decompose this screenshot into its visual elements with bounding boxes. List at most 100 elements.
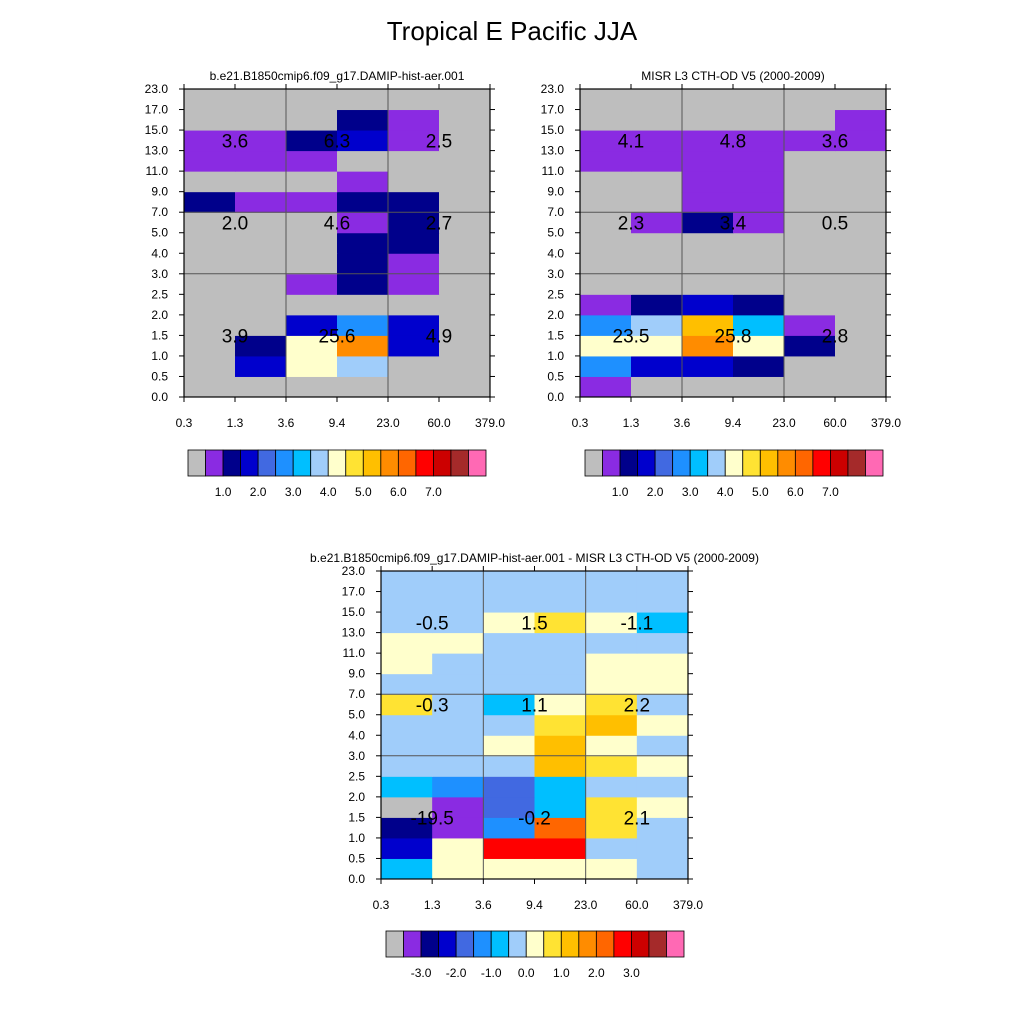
y-tick-label: 17.0 [342, 585, 366, 599]
colorbar-box [794, 449, 814, 477]
colorbar-label: 7.0 [425, 485, 442, 499]
colorbar-box [292, 449, 312, 477]
heatmap-cell [235, 89, 287, 111]
heatmap-cell [580, 355, 632, 377]
heatmap-cell [835, 109, 887, 131]
heatmap-cell [388, 150, 440, 172]
heatmap-cell [585, 755, 638, 777]
heatmap-cell [483, 837, 535, 859]
colorbar-box [187, 449, 206, 477]
heatmap-cell [184, 212, 236, 234]
colorbar-box [468, 449, 487, 477]
heatmap-cell [381, 571, 433, 593]
panel-title: MISR L3 CTH-OD V5 (2000-2009) [641, 69, 824, 83]
value-label: -0.5 [416, 613, 449, 634]
heatmap-cell [337, 376, 389, 398]
heatmap-cell [483, 673, 535, 695]
y-tick-label: 9.0 [547, 185, 564, 199]
colorbar-box [420, 930, 439, 958]
colorbar-box [672, 449, 691, 477]
heatmap-cell [534, 837, 587, 859]
colorbar-box [275, 449, 294, 477]
x-tick-label: 1.3 [424, 898, 441, 912]
heatmap-cell [682, 212, 734, 234]
heatmap-cell [184, 314, 236, 336]
value-label: 2.7 [426, 213, 452, 234]
heatmap-cell [337, 355, 389, 377]
colorbar-label: 1.0 [215, 485, 232, 499]
y-tick-label: 1.0 [348, 831, 365, 845]
heatmap-cell [432, 714, 484, 736]
heatmap-cell [682, 109, 734, 131]
heatmap-cell [580, 232, 632, 254]
colorbar-box [490, 930, 510, 958]
value-label: 25.6 [319, 326, 356, 347]
heatmap-cell [631, 130, 683, 152]
heatmap-cell [235, 335, 287, 357]
heatmap-cell [733, 253, 785, 275]
heatmap-cell [184, 109, 236, 131]
heatmap-cell [682, 150, 734, 172]
value-label: 3.6 [222, 131, 248, 152]
heatmap-cell [432, 612, 484, 634]
heatmap-cell [432, 653, 484, 675]
heatmap-cell [483, 755, 535, 777]
colorbar: 1.0 2.0 3.0 4.0 5.0 6.0 7.0 [187, 449, 487, 499]
colorbar-label: 4.0 [717, 485, 734, 499]
heatmap-cell [585, 858, 638, 880]
heatmap-cell [784, 109, 836, 131]
heatmap-cell [733, 376, 785, 398]
heatmap-cell [682, 376, 734, 398]
heatmap-cell [439, 109, 491, 131]
colorbar-box [362, 449, 382, 477]
heatmap-cell [682, 171, 734, 193]
heatmap-cell [337, 150, 389, 172]
heatmap-cell [784, 314, 836, 336]
heatmap-cell [784, 130, 836, 152]
colorbar-box [631, 930, 650, 958]
heatmap-cell [835, 273, 887, 295]
value-label: 25.8 [715, 326, 752, 347]
heatmap-cell [534, 735, 587, 757]
heatmap-cell [184, 130, 236, 152]
heatmap-cell [286, 212, 338, 234]
value-label: -0.3 [416, 695, 449, 716]
heatmap-cell [439, 171, 491, 193]
heatmap-cell [483, 694, 535, 716]
value-label: 4.9 [426, 326, 452, 347]
y-tick-label: 17.0 [145, 103, 169, 117]
value-label: 1.1 [521, 695, 547, 716]
heatmap-cell [381, 694, 433, 716]
heatmap-cell [337, 294, 389, 316]
heatmap-cell [439, 232, 491, 254]
colorbar-label: -2.0 [446, 966, 467, 980]
heatmap-cell [432, 694, 484, 716]
heatmap-cell [534, 653, 587, 675]
heatmap-cell [580, 150, 632, 172]
heatmap-cell [337, 335, 389, 357]
figure-title: Tropical E Pacific JJA [386, 16, 638, 46]
heatmap-cell [682, 253, 734, 275]
heatmap-cell [636, 653, 689, 675]
y-tick-label: 1.0 [547, 349, 564, 363]
heatmap-cell [682, 191, 734, 213]
heatmap-cell [381, 653, 433, 675]
heatmap-cell [286, 150, 338, 172]
colorbar-label: 3.0 [682, 485, 699, 499]
colorbar-box [619, 449, 638, 477]
heatmap-cell [388, 232, 440, 254]
y-tick-label: 4.0 [547, 246, 564, 260]
heatmap-cell [585, 776, 638, 798]
heatmap-cell [381, 796, 433, 818]
heatmap-cell [636, 632, 689, 654]
heatmap-cell [636, 673, 689, 695]
heatmap-cell [388, 335, 440, 357]
y-tick-label: 3.0 [547, 267, 564, 281]
heatmap-cell [733, 335, 785, 357]
colorbar-box [613, 930, 632, 958]
x-tick-label: 379.0 [475, 416, 505, 430]
y-tick-label: 1.5 [151, 328, 168, 342]
heatmap-cell [439, 294, 491, 316]
heatmap-cell [483, 571, 535, 593]
heatmap-cell [483, 776, 535, 798]
